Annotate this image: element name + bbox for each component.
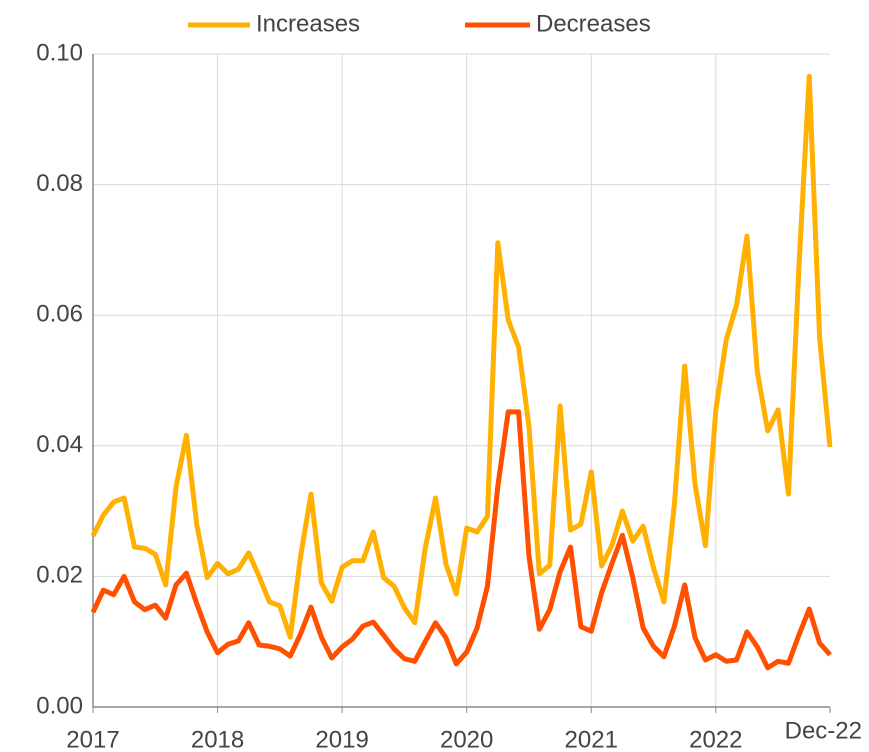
y-tick-label: 0.02 <box>36 562 83 589</box>
x-tick-label: 2022 <box>689 726 742 752</box>
y-tick-label: 0.04 <box>36 431 83 458</box>
series-line <box>90 409 832 671</box>
x-tick-label: 2020 <box>440 726 493 752</box>
series-line <box>90 73 833 640</box>
x-tick-label: 2021 <box>565 726 618 752</box>
legend-label: Increases <box>256 10 360 37</box>
y-tick-label: 0.10 <box>36 39 83 66</box>
y-tick-label: 0.00 <box>36 692 83 719</box>
y-tick-label: 0.08 <box>36 170 83 197</box>
x-tick-label: Dec-22 <box>785 717 862 744</box>
y-tick-label: 0.06 <box>36 301 83 328</box>
x-tick-label: 2017 <box>66 726 119 752</box>
x-tick-label: 2019 <box>315 726 368 752</box>
x-tick-label: 2018 <box>191 726 244 752</box>
legend-label: Decreases <box>536 10 651 37</box>
